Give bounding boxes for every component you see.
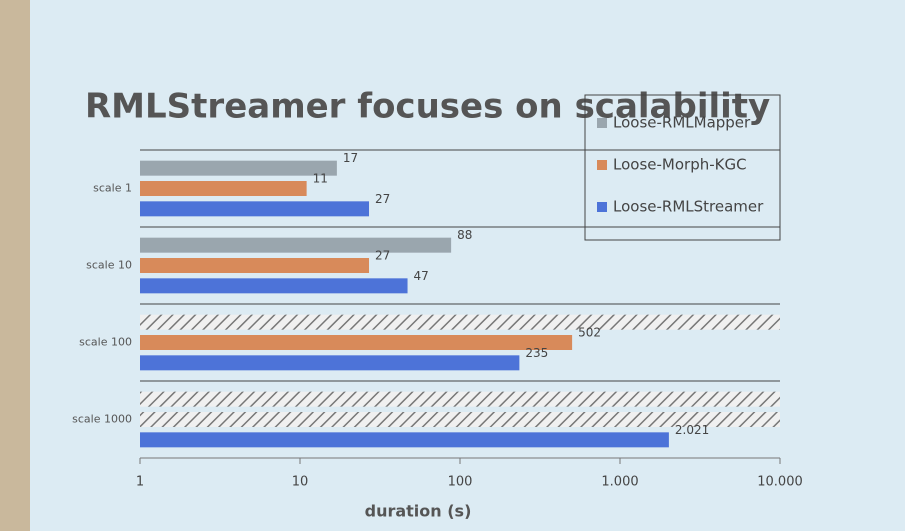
- legend-box: [584, 94, 781, 241]
- value-label: 27: [375, 249, 390, 263]
- x-tick-label: 1.000: [601, 475, 638, 490]
- bar: [140, 201, 370, 217]
- missing-bar: [140, 391, 780, 407]
- category-label: scale 1000: [72, 413, 132, 426]
- value-label: 88: [457, 228, 472, 242]
- value-label: 47: [414, 269, 429, 283]
- value-label: 2.021: [675, 423, 709, 437]
- bar: [140, 278, 408, 294]
- legend-swatch: [597, 118, 607, 128]
- bar: [140, 355, 520, 371]
- legend-label: Loose-Morph-KGC: [613, 156, 747, 174]
- bar: [140, 432, 669, 448]
- x-axis-label: duration (s): [365, 502, 472, 521]
- value-label: 235: [525, 346, 548, 360]
- category-label: scale 10: [86, 259, 132, 272]
- x-tick-label: 100: [448, 475, 473, 490]
- x-tick-label: 10.000: [757, 475, 803, 490]
- legend-label: Loose-RMLStreamer: [613, 198, 764, 216]
- chart-title: RMLStreamer focuses on scalability: [85, 87, 770, 127]
- x-tick-label: 1: [136, 475, 144, 490]
- missing-bar: [140, 314, 780, 330]
- bar: [140, 335, 573, 350]
- bar: [140, 181, 307, 196]
- bar: [140, 237, 452, 253]
- missing-bar: [140, 412, 780, 427]
- legend-swatch: [597, 160, 607, 170]
- value-label: 27: [375, 192, 390, 206]
- bar: [140, 258, 370, 273]
- category-label: scale 100: [79, 336, 132, 349]
- x-tick-label: 10: [292, 475, 309, 490]
- value-label: 502: [578, 326, 601, 340]
- value-label: 11: [313, 172, 328, 186]
- category-label: scale 1: [93, 182, 132, 195]
- value-label: 17: [343, 151, 358, 165]
- bar: [140, 160, 337, 176]
- legend-swatch: [597, 202, 607, 212]
- legend-label: Loose-RMLMapper: [613, 114, 751, 132]
